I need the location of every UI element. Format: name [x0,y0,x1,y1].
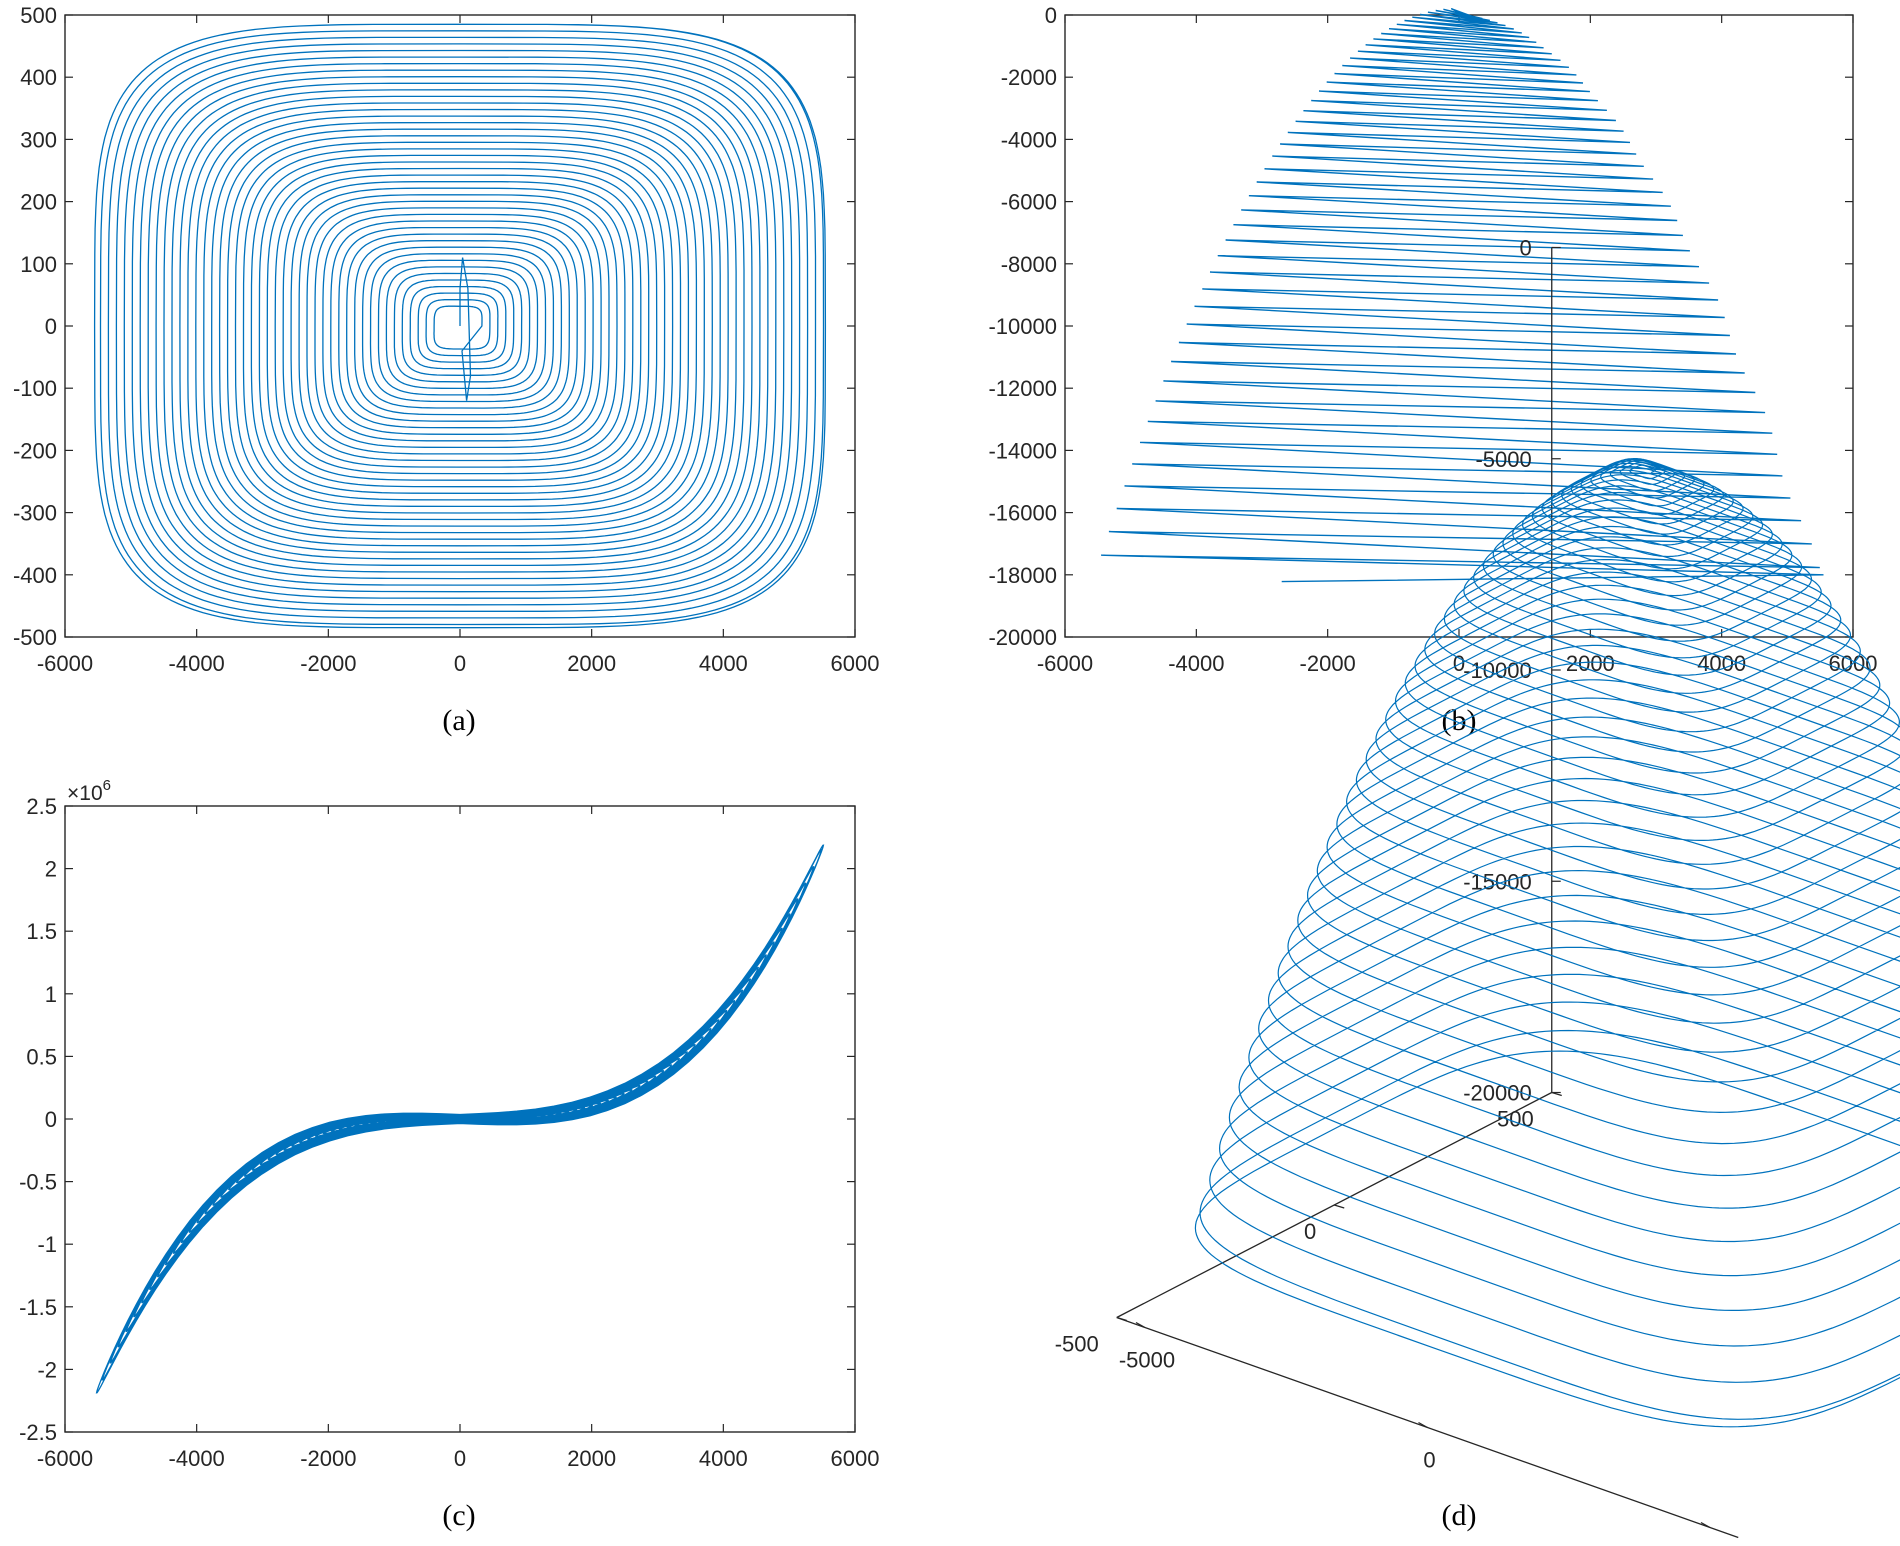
chart-c-ytick-label: -2.5 [19,1420,57,1445]
chart-a-ytick-label: -200 [13,438,57,463]
chart-a-ytick-label: 400 [20,65,57,90]
chart-a-ytick-label: -300 [13,501,57,526]
chart-a-ytick-label: -100 [13,376,57,401]
chart-b-series-line [1101,7,1824,583]
chart-b-xtick-label: -4000 [1168,651,1224,676]
chart-d-xtick-mark [1418,1421,1428,1429]
chart-b-ytick-label: -20000 [988,625,1057,650]
chart-d-xtick-mark [1135,1321,1146,1329]
chart-c-xtick-label: 0 [454,1446,466,1471]
chart-b: -6000 -4000 -2000 0 2000 4000 6000-20000-18000… [988,3,1877,737]
chart-c-xtick-label: 6000 [831,1446,880,1471]
chart-a: -6000 -4000 -2000 0 2000 4000 6000-500-400-300… [13,3,880,737]
chart-a-xtick-label: -4000 [169,651,225,676]
chart-b-ytick-label: -4000 [1001,127,1057,152]
chart-a-xtick-label: -2000 [300,651,356,676]
chart-c-caption: (c) [442,1499,475,1532]
chart-a-series-line [93,23,827,629]
chart-c-xtick-label: -6000 [37,1446,93,1471]
chart-b-ytick-label: -14000 [988,438,1057,463]
chart-b-caption: (b) [1442,704,1477,737]
chart-c-ytick-label: -2 [37,1357,57,1382]
chart-d-series-line [1194,458,1900,1428]
chart-c-ytick-label: 0 [45,1107,57,1132]
chart-a-xtick-label: 4000 [699,651,748,676]
chart-c-xtick-label: 4000 [699,1446,748,1471]
chart-a-ytick-label: 0 [45,314,57,339]
chart-b-ytick-label: -2000 [1001,65,1057,90]
chart-a-xtick-label: -6000 [37,651,93,676]
chart-c-y-multiplier: ×106 [67,777,111,805]
chart-c-ytick-label: 2 [45,857,57,882]
chart-d-ytick-mark [1334,1204,1345,1209]
chart-b-xtick-label: -2000 [1300,651,1356,676]
chart-c-ytick-label: 2.5 [26,794,57,819]
chart-a-xtick-label: 0 [454,651,466,676]
chart-a-xtick-label: 2000 [567,651,616,676]
chart-a-caption: (a) [442,704,475,737]
chart-b-ytick-label: -12000 [988,376,1057,401]
chart-b-axes-box [1064,14,1854,638]
chart-d-ytick-label: 500 [1497,1107,1534,1132]
chart-c-series-line [95,844,825,1394]
chart-a-ytick-label: 500 [20,3,57,28]
chart-a-ytick-label: 100 [20,252,57,277]
chart-b-ytick-label: -6000 [1001,190,1057,215]
chart-d-ytick-label: -500 [1055,1332,1099,1357]
chart-c-xtick-label: 2000 [567,1446,616,1471]
chart-d-caption: (d) [1442,1499,1477,1532]
chart-b-ytick-label: -8000 [1001,252,1057,277]
chart-a-xtick-label: 6000 [831,651,880,676]
chart-c-ytick-label: -1.5 [19,1295,57,1320]
chart-c-ytick-label: 0.5 [26,1044,57,1069]
chart-a-ytick-label: -400 [13,563,57,588]
chart-c-xtick-label: -2000 [300,1446,356,1471]
chart-c: -6000 -4000 -2000 0 2000 4000 6000 -2.5 -2 -1.5 -1… [19,777,879,1532]
chart-d: -20000-15000-10000-50000-5000500-5000050… [1055,236,1900,1539]
chart-d-ytick-label: 0 [1304,1219,1316,1244]
chart-d-ytick-mark [1551,1091,1562,1097]
chart-c-ytick-label: -0.5 [19,1170,57,1195]
chart-d-ztick-label: -5000 [1475,447,1531,472]
chart-a-ytick-label: 300 [20,127,57,152]
chart-c-ytick-label: 1 [45,982,57,1007]
chart-a-ytick-label: -500 [13,625,57,650]
chart-a-ytick-label: 200 [20,190,57,215]
chart-b-xtick-label: 0 [1453,651,1465,676]
chart-b-ytick-label: -10000 [988,314,1057,339]
chart-c-ytick-label: -1 [37,1232,57,1257]
chart-c-ytick-label: 1.5 [26,919,57,944]
chart-b-xtick-label: -6000 [1037,651,1093,676]
chart-b-ytick-label: 0 [1045,3,1057,28]
chart-c-xtick-label: -4000 [169,1446,225,1471]
chart-d-xtick-mark [1700,1521,1711,1529]
chart-d-xtick-label: 0 [1423,1448,1435,1473]
chart-d-xtick-label: -5000 [1119,1348,1175,1373]
chart-b-ytick-label: -18000 [988,563,1057,588]
chart-d-ztick-label: 0 [1520,236,1532,261]
chart-b-ytick-label: -16000 [988,501,1057,526]
